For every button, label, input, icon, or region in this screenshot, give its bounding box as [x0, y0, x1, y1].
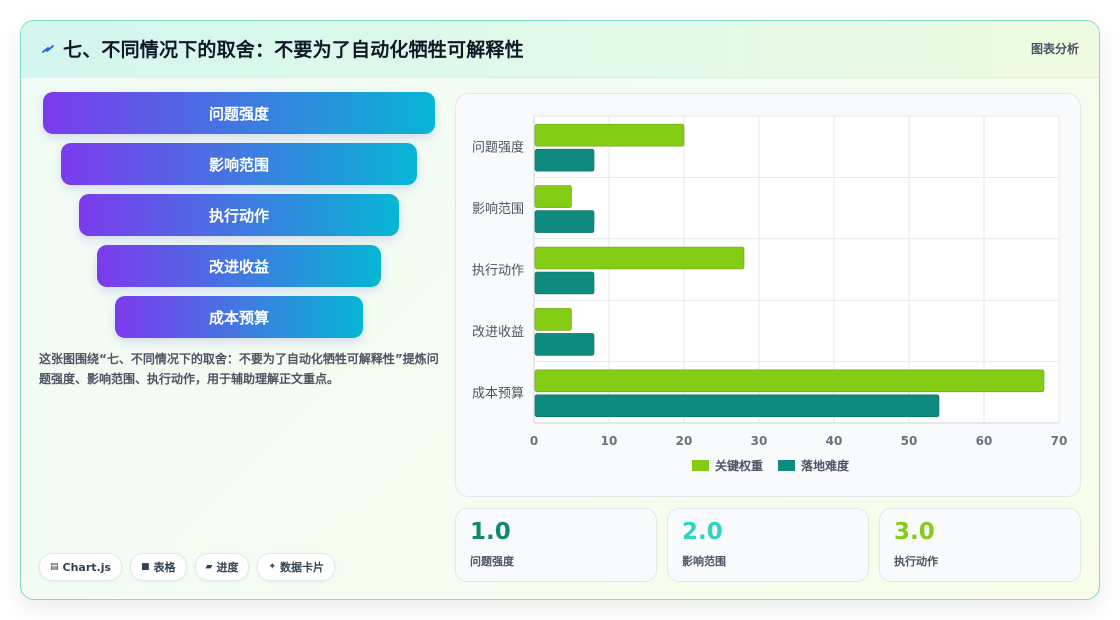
kpi-label: 问题强度 [470, 555, 514, 568]
kpi-value: 2.0 [682, 519, 723, 545]
pill-label: 数据卡片 [280, 561, 325, 574]
bar-weight [534, 185, 572, 208]
pill-label: Chart.js [62, 560, 112, 574]
kpi-value: 1.0 [470, 519, 511, 545]
feature-pills: ▤ Chart.js ■ 表格 ▰ 进度 ✦ 数据卡片 [39, 553, 336, 581]
x-tick-label: 30 [751, 434, 768, 448]
bar-difficulty [534, 333, 595, 356]
kpi-label: 影响范围 [682, 555, 726, 568]
funnel-item-5: 成本预算 [115, 296, 363, 338]
bar-weight [534, 369, 1045, 393]
bar-weight [534, 308, 572, 331]
kpi-value: 3.0 [894, 519, 935, 545]
y-tick-label: 问题强度 [472, 140, 524, 156]
x-tick-label: 0 [530, 434, 538, 448]
y-tick-label: 影响范围 [472, 201, 524, 217]
kpi-card-2: 2.0 影响范围 [667, 508, 869, 582]
x-tick-label: 20 [676, 434, 693, 448]
funnel-item-1: 问题强度 [43, 92, 435, 134]
funnel-item-4: 改进收益 [97, 245, 381, 287]
chart-description: 这张图围绕“七、不同情况下的取舍：不要为了自动化牺牲可解释性”提炼问题强度、影响… [39, 352, 439, 386]
bar-difficulty [534, 210, 595, 233]
pill-label: 表格 [153, 561, 176, 574]
kpi-card-3: 3.0 执行动作 [879, 508, 1081, 582]
chart-panel: 0 10 20 30 40 50 60 70 问题强度影响范围执行动作改进收益成本预算关键权重 落… [455, 93, 1081, 497]
card-icon: ✦ [268, 562, 277, 572]
x-tick-label: 70 [1051, 434, 1068, 448]
pill-label: 进度 [216, 561, 239, 574]
x-tick-label: 50 [901, 434, 918, 448]
lightning-icon [42, 45, 54, 53]
bar-difficulty [534, 148, 595, 172]
x-tick-label: 10 [601, 434, 618, 448]
legend-swatch [778, 460, 795, 471]
funnel-item-3: 执行动作 [79, 194, 399, 236]
funnel-item-2: 影响范围 [61, 143, 417, 185]
header: 七、不同情况下的取舍：不要为了自动化牺牲可解释性 图表分析 [21, 21, 1099, 78]
legend-swatch [692, 460, 709, 471]
kpi-card-1: 1.0 问题强度 [455, 508, 657, 582]
bar-weight [534, 246, 745, 270]
page-title: 七、不同情况下的取舍：不要为了自动化牺牲可解释性 [63, 39, 524, 61]
progress-icon: ▰ [205, 562, 213, 572]
legend-label: 关键权重 [715, 458, 763, 473]
x-tick-label: 40 [826, 434, 843, 448]
pill-chartjs[interactable]: ▤ Chart.js [39, 553, 123, 581]
chart-icon: ▤ [50, 562, 59, 572]
chart-analysis-tag: 图表分析 [1030, 42, 1079, 56]
kpi-label: 执行动作 [894, 555, 938, 568]
legend-label: 落地难度 [801, 458, 850, 473]
pill-table[interactable]: ■ 表格 [130, 553, 187, 581]
pill-data-card[interactable]: ✦ 数据卡片 [257, 553, 336, 581]
table-icon: ■ [141, 562, 150, 572]
x-tick-label: 60 [976, 434, 993, 448]
y-tick-label: 成本预算 [472, 386, 524, 401]
bar-difficulty [534, 394, 940, 418]
y-tick-label: 执行动作 [472, 264, 524, 279]
bar-difficulty [534, 271, 595, 295]
main-card: 七、不同情况下的取舍：不要为了自动化牺牲可解释性 图表分析 问题强度 影响范围 … [20, 20, 1100, 600]
y-tick-label: 改进收益 [472, 325, 524, 340]
bar-weight [534, 123, 685, 147]
pill-progress[interactable]: ▰ 进度 [194, 553, 250, 581]
